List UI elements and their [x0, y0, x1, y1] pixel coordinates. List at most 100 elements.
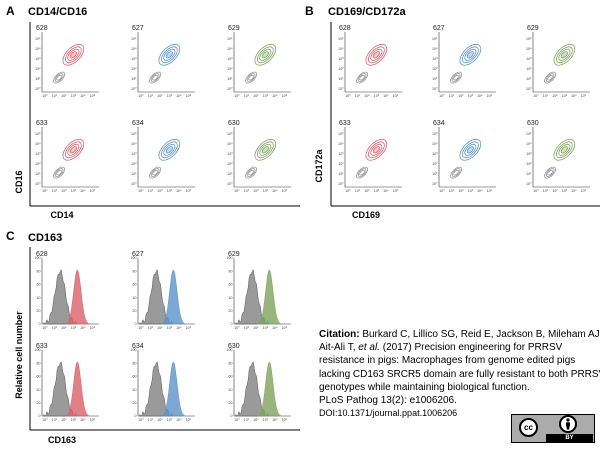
- x-tick-label: 10¹: [543, 189, 549, 193]
- y-tick-label: 10¹: [35, 172, 41, 176]
- hist-x-tick-label: 10⁵: [282, 326, 288, 330]
- panel-b-plots: 10⁰10⁰10¹10¹10²10²10³10³10⁴10⁴10⁵10⁵6281…: [338, 25, 590, 193]
- x-tick-label: 10⁰: [234, 94, 240, 98]
- x-tick-label: 10⁰: [138, 189, 144, 193]
- y-tick-label: 10¹: [526, 77, 532, 81]
- sample-contour: [370, 143, 383, 156]
- sample-contour: [555, 46, 573, 64]
- y-tick-label: 10⁰: [526, 87, 532, 91]
- plot-area: [533, 32, 590, 92]
- y-tick-label: 10⁴: [35, 47, 41, 51]
- x-tick-label: 10²: [61, 189, 67, 193]
- license-bar: [546, 434, 593, 442]
- sample-contour: [165, 51, 173, 59]
- hist-x-tick-label: 10⁴: [80, 418, 86, 422]
- sample-contour: [459, 43, 482, 66]
- hist-y-tick-label: 100: [227, 256, 233, 260]
- hist-y-tick-label: 80: [133, 269, 137, 273]
- hist-x-tick-label: 10²: [157, 418, 163, 422]
- sample-contour: [256, 141, 274, 159]
- control-contour: [152, 169, 158, 176]
- hist-x-tick-label: 10¹: [244, 326, 250, 330]
- hist-x-tick-label: 10²: [253, 418, 259, 422]
- hist-x-tick-label: 10⁰: [234, 326, 240, 330]
- sample-contour: [461, 46, 479, 64]
- sample-contour: [560, 51, 568, 59]
- hist-y-tick-label: 40: [133, 388, 137, 392]
- x-tick-label: 10³: [374, 189, 380, 193]
- y-tick-label: 10⁰: [338, 87, 344, 91]
- y-tick-label: 10¹: [131, 172, 137, 176]
- y-tick-label: 10¹: [227, 77, 233, 81]
- hist-x-tick-label: 10⁴: [272, 326, 278, 330]
- y-tick-label: 10²: [338, 162, 344, 166]
- citation-doi[interactable]: DOI:10.1371/journal.ppat.1006206: [319, 408, 458, 419]
- hist-y-tick-label: 20: [133, 309, 137, 313]
- y-tick-label: 10²: [227, 162, 233, 166]
- y-tick-label: 10²: [227, 67, 233, 71]
- y-tick-label: 10⁴: [131, 142, 137, 146]
- hist-y-tick-label: 20: [229, 401, 233, 405]
- x-tick-label: 10⁵: [581, 94, 587, 98]
- x-tick-label: 10⁰: [533, 189, 539, 193]
- sample-contour: [69, 51, 77, 59]
- y-tick-label: 10³: [526, 57, 532, 61]
- y-tick-label: 10⁰: [131, 87, 137, 91]
- y-tick-label: 10²: [35, 67, 41, 71]
- y-tick-label: 10⁰: [338, 182, 344, 186]
- y-tick-label: 10⁰: [227, 87, 233, 91]
- x-tick-label: 10⁵: [282, 189, 288, 193]
- x-tick-label: 10²: [364, 189, 370, 193]
- hist-x-tick-label: 10⁴: [80, 326, 86, 330]
- hist-x-tick-label: 10⁰: [138, 418, 144, 422]
- x-tick-label: 10³: [562, 189, 568, 193]
- y-tick-label: 10³: [432, 152, 438, 156]
- sample-contour: [553, 43, 576, 66]
- plot-area: [138, 32, 195, 92]
- y-tick-label: 10⁴: [432, 142, 438, 146]
- x-tick-label: 10⁰: [42, 94, 48, 98]
- hist-x-tick-label: 10⁵: [90, 418, 96, 422]
- x-tick-label: 10⁵: [90, 94, 96, 98]
- y-tick-label: 10¹: [227, 172, 233, 176]
- control-contour: [359, 74, 365, 81]
- control-contour: [357, 168, 367, 177]
- hist-x-tick-label: 10²: [253, 326, 259, 330]
- x-tick-label: 10⁴: [272, 189, 278, 193]
- sample-id-label: 627: [132, 251, 144, 258]
- y-tick-label: 10³: [526, 152, 532, 156]
- sample-contour: [365, 43, 388, 66]
- y-tick-label: 10³: [131, 57, 137, 61]
- y-tick-label: 10⁰: [227, 182, 233, 186]
- x-tick-label: 10⁵: [393, 94, 399, 98]
- control-contour: [451, 73, 461, 82]
- y-tick-label: 10⁰: [35, 182, 41, 186]
- hist-y-tick-label: 100: [227, 348, 233, 352]
- hist-x-tick-label: 10²: [61, 326, 67, 330]
- cc-by-license-badge[interactable]: BY cc: [511, 414, 595, 443]
- control-contour: [54, 168, 64, 177]
- hist-y-tick-label: 100: [131, 348, 137, 352]
- sample-histogram: [65, 269, 90, 325]
- sample-contour: [558, 48, 571, 61]
- hist-x-tick-label: 10⁴: [176, 418, 182, 422]
- hist-y-tick-label: 60: [37, 375, 41, 379]
- x-tick-label: 10²: [61, 94, 67, 98]
- sample-contour: [261, 146, 269, 154]
- sample-id-label: 630: [228, 120, 240, 127]
- hist-x-tick-label: 10¹: [52, 326, 58, 330]
- y-tick-label: 10⁴: [432, 47, 438, 51]
- y-tick-label: 10³: [338, 57, 344, 61]
- sample-histogram: [257, 361, 282, 417]
- x-tick-label: 10⁵: [487, 94, 493, 98]
- y-tick-label: 10²: [338, 67, 344, 71]
- control-contour: [56, 74, 62, 81]
- hist-y-tick-label: 40: [37, 296, 41, 300]
- sample-contour: [254, 43, 277, 66]
- x-tick-label: 10¹: [52, 94, 58, 98]
- sample-id-label: 634: [132, 120, 144, 127]
- control-contour: [356, 71, 368, 84]
- sample-id-label: 628: [36, 25, 48, 32]
- y-tick-label: 10³: [35, 152, 41, 156]
- hist-x-tick-label: 10³: [167, 418, 173, 422]
